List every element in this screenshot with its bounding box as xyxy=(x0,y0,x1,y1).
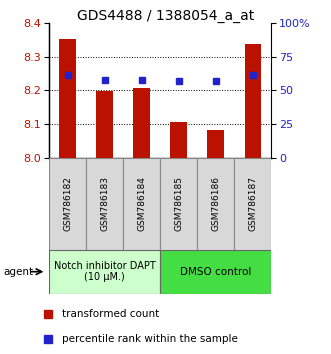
Bar xyxy=(123,158,160,250)
Bar xyxy=(208,130,224,158)
Bar xyxy=(49,158,86,250)
Text: GSM786182: GSM786182 xyxy=(63,176,72,231)
Text: GSM786185: GSM786185 xyxy=(174,176,183,231)
Text: transformed count: transformed count xyxy=(62,308,159,319)
Bar xyxy=(234,158,271,250)
Text: GDS4488 / 1388054_a_at: GDS4488 / 1388054_a_at xyxy=(77,9,254,23)
Text: Notch inhibitor DAPT
(10 μM.): Notch inhibitor DAPT (10 μM.) xyxy=(54,261,156,282)
Text: agent: agent xyxy=(3,267,33,277)
Text: GSM786187: GSM786187 xyxy=(248,176,258,231)
Text: percentile rank within the sample: percentile rank within the sample xyxy=(62,334,238,344)
Text: DMSO control: DMSO control xyxy=(180,267,252,277)
Text: GSM786183: GSM786183 xyxy=(100,176,109,231)
Bar xyxy=(160,250,271,294)
Bar xyxy=(96,91,113,158)
Bar xyxy=(59,39,76,158)
Text: GSM786184: GSM786184 xyxy=(137,176,146,231)
Bar xyxy=(245,44,261,158)
Text: GSM786186: GSM786186 xyxy=(211,176,220,231)
Bar xyxy=(133,87,150,158)
Bar xyxy=(170,121,187,158)
Bar xyxy=(160,158,197,250)
Bar xyxy=(197,158,234,250)
Bar xyxy=(86,158,123,250)
Bar xyxy=(49,250,160,294)
